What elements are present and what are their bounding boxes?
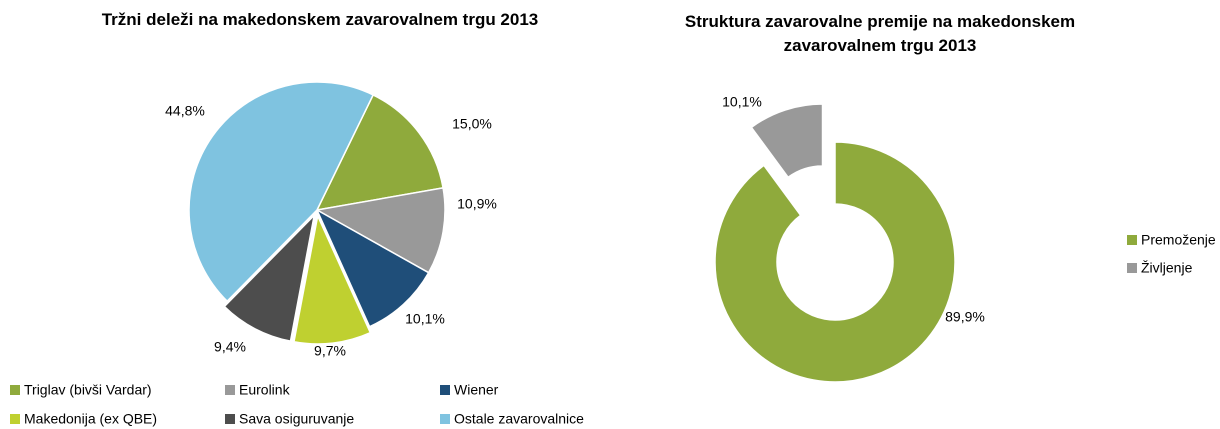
slice xyxy=(714,141,956,383)
chart-title: Tržni deleži na makedonskem zavarovalnem… xyxy=(101,10,539,29)
legend-label: Eurolink xyxy=(239,382,291,398)
legend-swatch xyxy=(440,385,450,395)
legend-swatch xyxy=(1127,263,1137,273)
legend-label: Sava osiguruvanje xyxy=(239,411,354,427)
slice xyxy=(188,81,375,303)
slice xyxy=(315,93,444,211)
legend-swatch xyxy=(10,385,20,395)
legend-label: Makedonija (ex QBE) xyxy=(24,411,157,427)
legend-label: Življenje xyxy=(1141,260,1193,276)
slice xyxy=(315,208,430,328)
legend-swatch xyxy=(1127,235,1137,245)
slice xyxy=(293,213,372,345)
legend-swatch xyxy=(10,414,20,424)
legend-swatch xyxy=(225,414,235,424)
slice xyxy=(314,187,446,274)
legend-swatch xyxy=(440,414,450,424)
slice xyxy=(223,213,316,342)
data-label: 89,9% xyxy=(945,309,985,325)
data-label: 9,4% xyxy=(214,339,246,355)
legend-label: Triglav (bivši Vardar) xyxy=(24,382,152,398)
data-label: 10,9% xyxy=(457,196,497,212)
data-label: 10,1% xyxy=(722,94,762,110)
data-label: 44,8% xyxy=(165,103,205,119)
data-label: 9,7% xyxy=(314,343,346,359)
legend-swatch xyxy=(225,385,235,395)
legend-label: Wiener xyxy=(454,382,499,398)
data-label: 10,1% xyxy=(405,311,445,327)
data-label: 15,0% xyxy=(452,116,492,132)
legend-label: Ostale zavarovalnice xyxy=(454,411,584,427)
legend-label: Premoženje xyxy=(1141,232,1216,248)
slice xyxy=(750,103,824,179)
chart-title: Struktura zavarovalne premije na makedon… xyxy=(684,12,1076,55)
